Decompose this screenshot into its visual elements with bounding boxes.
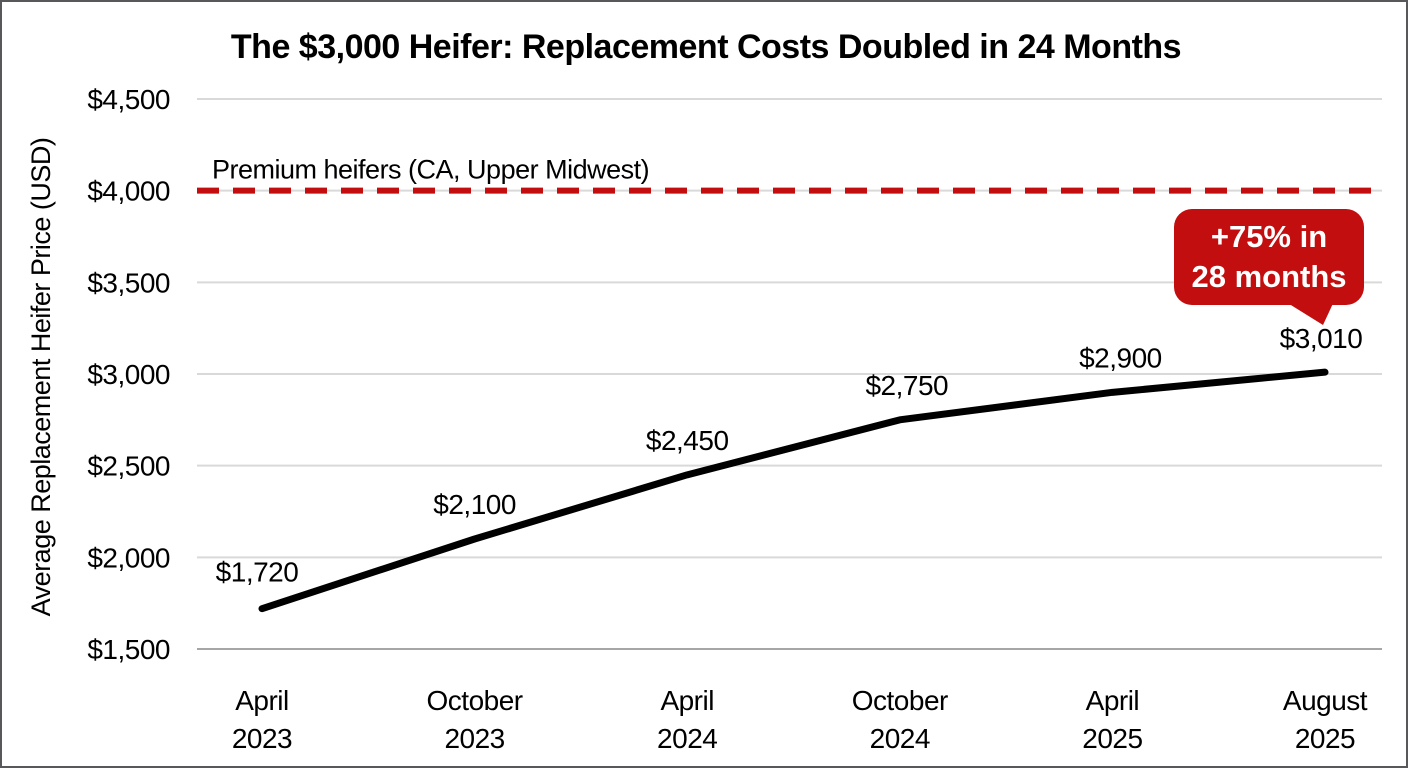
chart-title: The $3,000 Heifer: Replacement Costs Dou…: [231, 28, 1181, 66]
data-label-5: $3,010: [1280, 323, 1363, 354]
y-axis-title: Average Replacement Heifer Price (USD): [26, 138, 56, 617]
x-tick-year-0: 2023: [232, 723, 292, 754]
data-label-3: $2,750: [865, 370, 948, 401]
callout-badge: +75% in 28 months: [1174, 209, 1364, 325]
data-label-0: $1,720: [216, 557, 299, 588]
data-point-labels: $1,720 $2,100 $2,450 $2,750 $2,900 $3,010: [216, 323, 1363, 588]
y-axis-tick-labels: $1,500 $2,000 $2,500 $3,000 $3,500 $4,000 $4,5…: [87, 84, 170, 665]
x-tick-year-1: 2023: [444, 723, 504, 754]
y-tick-label-4000: $4,000: [87, 176, 170, 207]
data-label-4: $2,900: [1079, 342, 1162, 373]
x-tick-month-0: April: [235, 685, 289, 716]
x-tick-month-3: October: [852, 685, 948, 716]
data-label-2: $2,450: [646, 425, 729, 456]
y-tick-label-2000: $2,000: [87, 542, 170, 573]
y-tick-label-3000: $3,000: [87, 359, 170, 390]
x-tick-month-4: April: [1086, 685, 1140, 716]
callout-bubble: [1174, 209, 1364, 305]
y-tick-label-2500: $2,500: [87, 451, 170, 482]
callout-line-1: +75% in: [1211, 219, 1327, 254]
callout-line-2: 28 months: [1191, 259, 1346, 294]
x-axis-tick-labels: April 2023 October 2023 April 2024 October 2024…: [232, 685, 1368, 754]
y-tick-label-1500: $1,500: [87, 634, 170, 665]
x-tick-year-5: 2025: [1295, 723, 1355, 754]
y-tick-label-4500: $4,500: [87, 84, 170, 115]
x-tick-year-2: 2024: [657, 723, 717, 754]
price-trend-line: [258, 368, 1329, 613]
data-label-1: $2,100: [433, 489, 516, 520]
x-tick-month-5: August: [1283, 685, 1368, 716]
x-tick-year-4: 2025: [1082, 723, 1142, 754]
x-tick-month-1: October: [427, 685, 523, 716]
x-tick-month-2: April: [660, 685, 714, 716]
premium-reference-label: Premium heifers (CA, Upper Midwest): [212, 155, 649, 185]
x-tick-year-3: 2024: [870, 723, 930, 754]
y-tick-label-3500: $3,500: [87, 267, 170, 298]
